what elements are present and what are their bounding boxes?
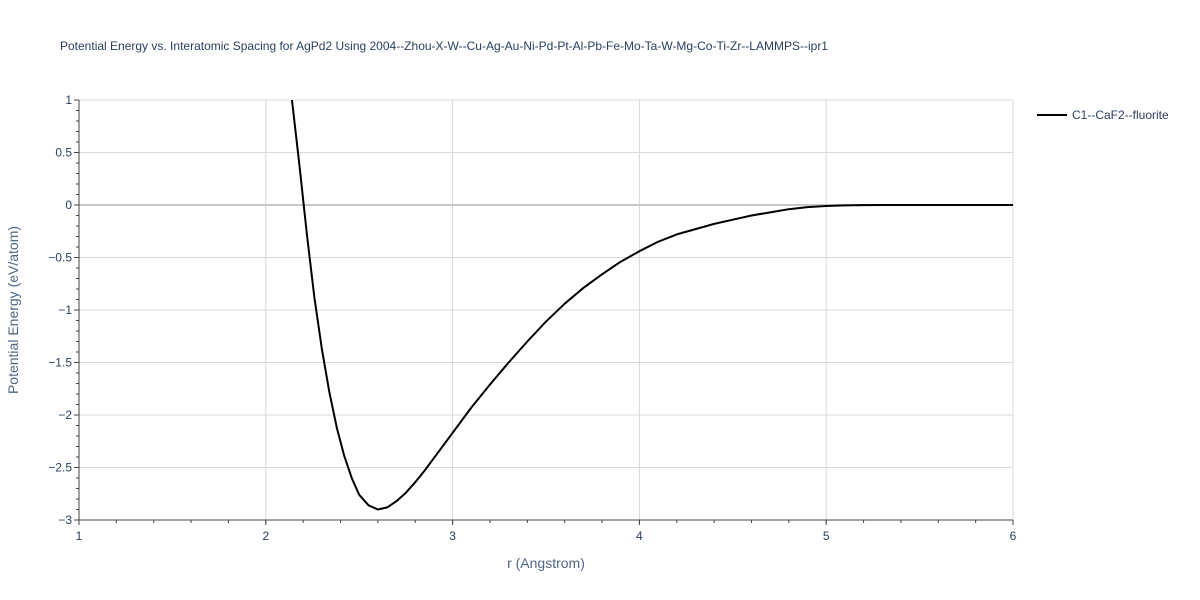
x-tick-label: 3 [449, 529, 456, 543]
y-tick-label: −2.5 [48, 461, 72, 475]
y-tick-label: −1.5 [48, 356, 72, 370]
y-tick-label: −2 [58, 408, 72, 422]
x-tick-label: 6 [1010, 529, 1017, 543]
y-tick-label: −3 [58, 513, 72, 527]
y-tick-label: 1 [65, 93, 72, 107]
series-line-0[interactable] [290, 99, 1013, 511]
y-tick-label: −1 [58, 303, 72, 317]
x-tick-label: 1 [76, 529, 83, 543]
x-tick-label: 4 [636, 529, 643, 543]
y-axis: 1 0.5 0 −0.5 −1 −1.5 −2 −2.5 −3 [48, 93, 80, 527]
x-axis: 1 2 3 4 5 6 [76, 519, 1017, 543]
y-tick-label: −0.5 [48, 251, 72, 265]
y-tick-label: 0.5 [55, 146, 72, 160]
y-gridlines [79, 99, 1013, 468]
x-tick-label: 5 [823, 529, 830, 543]
y-tick-label: 0 [65, 198, 72, 212]
x-axis-title: r (Angstrom) [507, 555, 585, 571]
plot-area [290, 99, 1013, 511]
legend-item-label: C1--CaF2--fluorite [1072, 108, 1169, 122]
y-axis-title: Potential Energy (eV/atom) [5, 226, 21, 394]
legend[interactable]: C1--CaF2--fluorite [1037, 108, 1169, 122]
chart-title: Potential Energy vs. Interatomic Spacing… [60, 39, 828, 53]
x-tick-label: 2 [262, 529, 269, 543]
